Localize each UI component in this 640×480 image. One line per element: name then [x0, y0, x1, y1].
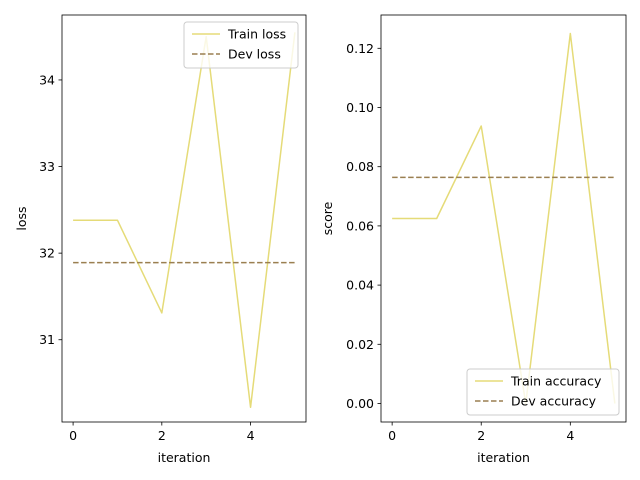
- y-tick-label: 0.12: [346, 41, 374, 56]
- legend-label: Dev loss: [228, 47, 281, 62]
- x-tick-label: 4: [247, 428, 255, 443]
- y-tick-label: 0.04: [346, 278, 374, 293]
- series-line-1: [73, 32, 296, 409]
- x-tick-label: 0: [388, 428, 396, 443]
- x-tick-label: 0: [69, 428, 77, 443]
- x-tick-label: 4: [566, 428, 574, 443]
- x-tick-label: 2: [477, 428, 485, 443]
- subplot-2: 0 2 4 0.00 0.02 0.04 0.06 0.08 0.10 0.12 iteration…: [320, 14, 627, 465]
- x-axis-label: iteration: [158, 450, 211, 465]
- y-tick-label: 0.02: [346, 337, 374, 352]
- y-tick-label: 0.10: [346, 100, 374, 115]
- legend: Train accuracy Dev accuracy: [466, 368, 620, 416]
- y-tick-label: 0.00: [346, 396, 374, 411]
- axes-frame: [61, 14, 307, 423]
- legend-label: Train loss: [227, 27, 286, 42]
- y-tick-label: 31: [39, 332, 55, 347]
- y-tick-label: 0.06: [346, 218, 374, 233]
- axes-frame: [380, 14, 627, 423]
- x-tick-label: 2: [158, 428, 166, 443]
- legend-label: Dev accuracy: [511, 394, 597, 409]
- x-axis-label: iteration: [477, 450, 530, 465]
- legend-box: [466, 368, 620, 416]
- series-line-1: [392, 32, 616, 405]
- legend: Train loss Dev loss: [183, 21, 299, 69]
- y-axis-label: loss: [14, 206, 29, 230]
- y-tick-label: 32: [39, 246, 55, 261]
- y-tick-label: 34: [39, 72, 55, 87]
- subplot-1: 0 2 4 31 32 33 34 iteration loss Train loss Dev lo…: [14, 14, 307, 465]
- y-axis-label: score: [320, 201, 335, 235]
- legend-label: Train accuracy: [510, 374, 602, 389]
- y-tick-label: 0.08: [346, 159, 374, 174]
- y-tick-label: 33: [39, 159, 55, 174]
